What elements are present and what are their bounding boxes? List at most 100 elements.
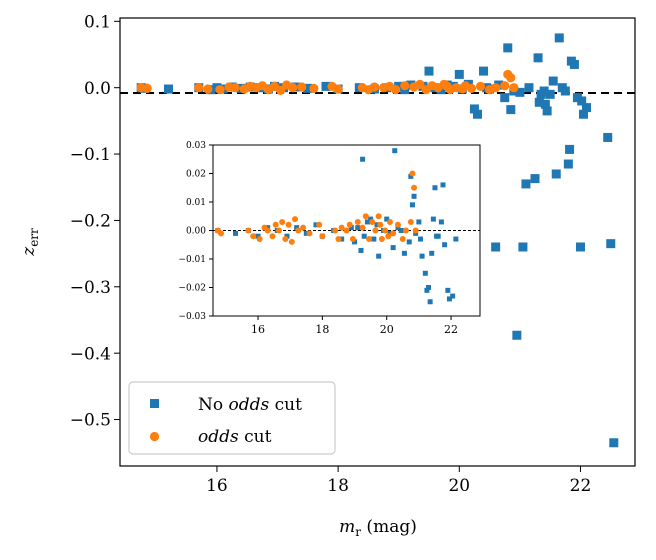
- main-point-no_odds-15: [303, 83, 313, 93]
- main-point-no_odds-71: [603, 132, 613, 142]
- main-point-odds-15: [288, 83, 298, 93]
- inset-point-no_odds-34: [409, 202, 415, 208]
- main-point-no_odds-49: [530, 174, 540, 184]
- main-point-no_odds-16: [321, 81, 331, 91]
- inset-point-odds-34: [378, 236, 385, 243]
- main-point-odds-45: [509, 83, 519, 93]
- main-y-ticks: 0.1 0.0 −0.1 −0.2 −0.3 −0.4 −0.5: [70, 12, 120, 431]
- inset-point-no_odds-37: [416, 219, 422, 225]
- inset-point-no_odds-9: [313, 222, 319, 228]
- inset-point-no_odds-53: [446, 296, 452, 302]
- inset-point-odds-41: [403, 227, 410, 234]
- legend-label-odds: odds cut: [198, 427, 272, 447]
- inset-y-tick-label-6: −0.03: [178, 312, 206, 322]
- inset-point-odds-40: [399, 236, 406, 243]
- main-point-odds-41: [491, 83, 501, 93]
- inset-point-no_odds-27: [390, 245, 396, 251]
- inset-point-no_odds-40: [422, 270, 428, 276]
- inset-y-tick-label-0: 0.03: [186, 141, 206, 151]
- legend-label-no-odds-prefix: No: [198, 395, 229, 415]
- main-point-no_odds-40: [500, 93, 510, 103]
- inset-point-no_odds-22: [374, 222, 380, 228]
- inset-point-odds-8: [272, 221, 279, 228]
- main-point-odds-42: [500, 81, 510, 91]
- inset-point-no_odds-43: [427, 299, 433, 305]
- inset-point-odds-26: [354, 218, 361, 225]
- inset-point-odds-28: [362, 213, 369, 220]
- main-point-no_odds-33: [469, 104, 479, 114]
- inset-point-no_odds-41: [424, 287, 430, 293]
- main-point-odds-2: [194, 83, 204, 93]
- main-point-odds-44: [506, 73, 516, 83]
- legend-label-odds-italic: odds: [198, 427, 239, 447]
- legend-marker-odds: [149, 431, 160, 442]
- inset-point-odds-36: [385, 233, 392, 240]
- inset-point-no_odds-25: [384, 216, 390, 222]
- main-point-no_odds-67: [575, 242, 585, 252]
- main-point-odds-16: [297, 82, 307, 92]
- inset-point-no_odds-6: [284, 233, 290, 239]
- inset-point-no_odds-31: [401, 250, 407, 256]
- inset-point-no_odds-32: [406, 239, 412, 245]
- main-y-tick-label-2: −0.1: [70, 145, 111, 165]
- inset-point-no_odds-44: [429, 250, 435, 256]
- inset-point-no_odds-45: [430, 216, 436, 222]
- inset-x-tick-label-0: 16: [251, 323, 265, 336]
- inset-point-odds-13: [288, 238, 295, 245]
- y-axis-label-sub: err: [27, 228, 41, 247]
- inset-point-odds-11: [282, 236, 289, 243]
- y-axis-label-main: z: [19, 246, 39, 257]
- inset-point-no_odds-1: [233, 230, 239, 236]
- inset-point-odds-31: [372, 227, 379, 234]
- main-x-ticks: 16 18 20 22: [206, 466, 591, 496]
- inset-point-no_odds-19: [364, 219, 370, 225]
- main-point-no_odds-59: [554, 33, 564, 43]
- inset-point-no_odds-38: [417, 236, 423, 242]
- inset-point-odds-32: [375, 213, 382, 220]
- inset-point-odds-18: [316, 221, 323, 228]
- main-point-no_odds-38: [491, 242, 501, 252]
- inset-point-no_odds-26: [387, 230, 393, 236]
- inset-point-odds-43: [409, 170, 416, 177]
- inset-point-odds-2: [245, 227, 252, 234]
- inset-point-no_odds-18: [361, 233, 367, 239]
- inset-point-odds-29: [366, 236, 373, 243]
- main-point-no_odds-47: [521, 179, 531, 189]
- inset-point-odds-9: [275, 227, 282, 234]
- inset-point-no_odds-33: [408, 173, 414, 179]
- y-axis-label: zerr: [19, 228, 41, 257]
- inset-point-no_odds-52: [445, 287, 451, 293]
- inset-point-odds-39: [394, 221, 401, 228]
- main-point-no_odds-61: [560, 86, 570, 96]
- main-point-odds-1: [142, 83, 152, 93]
- main-point-no_odds-35: [479, 66, 489, 76]
- main-point-no_odds-63: [565, 144, 575, 154]
- inset-point-odds-42: [407, 218, 414, 225]
- inset-x-ticks: 16 18 20 22: [251, 316, 458, 336]
- inset-y-tick-label-1: 0.02: [186, 170, 206, 180]
- inset-point-odds-3: [250, 233, 257, 240]
- inset-y-tick-label-3: 0.00: [186, 227, 206, 237]
- inset-point-no_odds-23: [376, 253, 382, 259]
- x-axis-label: mr (mag): [339, 517, 417, 539]
- inset-point-odds-30: [369, 218, 376, 225]
- inset-point-odds-27: [359, 224, 366, 231]
- inset-point-no_odds-46: [432, 185, 438, 191]
- inset-point-odds-33: [377, 221, 384, 228]
- inset-point-no_odds-54: [450, 293, 456, 299]
- legend-marker-no-odds: [150, 399, 159, 408]
- inset-point-odds-23: [343, 227, 350, 234]
- inset-point-no_odds-12: [339, 236, 345, 242]
- legend-label-no-odds-suffix: cut: [269, 395, 302, 415]
- inset-point-no_odds-20: [368, 216, 374, 222]
- inset-point-odds-22: [338, 224, 345, 231]
- main-point-odds-26: [400, 81, 410, 91]
- main-point-no_odds-30: [454, 69, 464, 79]
- main-point-no_odds-34: [472, 109, 482, 119]
- main-point-no_odds-42: [506, 105, 516, 115]
- main-axes-frame: [119, 17, 636, 467]
- inset-point-no_odds-16: [358, 247, 364, 253]
- inset-point-no_odds-39: [419, 253, 425, 259]
- main-point-no_odds-50: [533, 53, 543, 63]
